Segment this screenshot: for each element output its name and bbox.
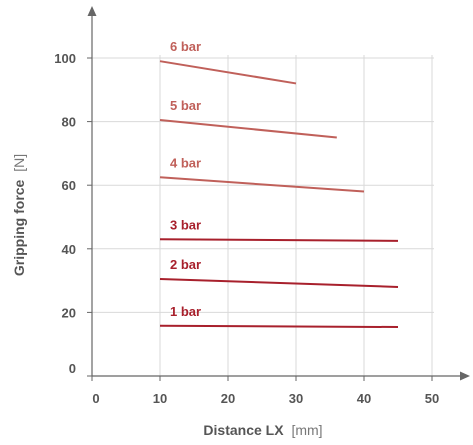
y-axis-arrow	[87, 6, 97, 16]
y-tick-label: 0	[69, 361, 76, 376]
series-line	[159, 60, 297, 85]
series-line	[159, 119, 337, 139]
series-label: 4 bar	[170, 155, 201, 170]
x-tick-label: 30	[289, 391, 303, 406]
series-line	[159, 278, 399, 288]
y-axis-title: Gripping force [N]	[11, 154, 27, 276]
series-line	[159, 324, 399, 329]
series-label: 1 bar	[170, 304, 201, 319]
axes	[87, 6, 470, 381]
series-label: 5 bar	[170, 98, 201, 113]
y-tick-label: 20	[62, 305, 76, 320]
y-tick-label: 40	[62, 242, 76, 257]
x-axis-title: Distance LX [mm]	[203, 422, 322, 438]
x-tick-label: 0	[92, 391, 99, 406]
y-tick-label: 100	[54, 51, 76, 66]
tick-labels: 0 10 20 30 40 50 0 20 40 60 80 100	[54, 51, 439, 406]
series-lines	[159, 60, 399, 329]
x-axis-label: Distance LX	[203, 422, 284, 438]
x-axis-arrow	[460, 371, 470, 381]
x-axis-unit: [mm]	[291, 422, 322, 438]
series-label: 3 bar	[170, 217, 201, 232]
x-tick-label: 20	[221, 391, 235, 406]
series-line	[159, 238, 399, 242]
y-tick-label: 60	[62, 178, 76, 193]
y-axis-label: Gripping force	[11, 179, 27, 276]
series-labels: 6 bar 5 bar 4 bar 3 bar 2 bar 1 bar	[170, 39, 201, 319]
x-tick-label: 10	[153, 391, 167, 406]
series-label: 2 bar	[170, 257, 201, 272]
y-axis-unit: [N]	[11, 154, 27, 172]
series-label: 6 bar	[170, 39, 201, 54]
y-tick-label: 80	[62, 115, 76, 130]
grid	[92, 55, 434, 376]
series-line	[159, 176, 365, 193]
x-tick-label: 40	[357, 391, 371, 406]
x-tick-label: 50	[425, 391, 439, 406]
